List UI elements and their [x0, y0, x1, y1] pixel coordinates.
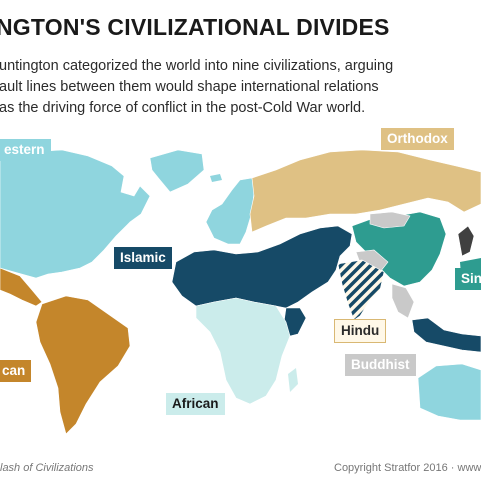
region-japanese [457, 225, 475, 257]
region-hindu [337, 259, 385, 321]
region-african-madagascar [288, 368, 298, 392]
label-orthodox: Orthodox [381, 128, 454, 150]
subtitle-line: untington categorized the world into nin… [0, 58, 394, 74]
page-title: NGTON'S CIVILIZATIONAL DIVIDES [0, 14, 390, 40]
region-african [195, 297, 291, 405]
label-sinic: Sini [455, 268, 481, 290]
region-western-north-america [0, 149, 151, 279]
label-islamic: Islamic [114, 247, 172, 269]
region-buddhist-se-asia [391, 283, 415, 319]
region-buddhist-mongolia [369, 211, 411, 229]
label-latin-american: can [0, 360, 32, 382]
copyright-text: Copyright Stratfor 2016 [334, 462, 448, 474]
label-african: African [166, 393, 225, 415]
subtitle-line: as the driving force of conflict in the … [0, 100, 366, 116]
region-western-greenland [149, 149, 205, 193]
label-buddhist: Buddhist [345, 354, 416, 376]
page-subtitle: untington categorized the world into nin… [0, 56, 429, 119]
footer-separator: · [450, 462, 458, 474]
source-note: lash of Civilizations [0, 462, 94, 474]
site-link[interactable]: www [457, 462, 481, 474]
label-western: estern [0, 139, 51, 161]
region-western-iceland [210, 174, 222, 182]
region-western-europe [205, 177, 255, 245]
region-latin-america-central [0, 267, 43, 307]
region-islamic-indonesia [411, 317, 481, 353]
copyright-note: Copyright Stratfor 2016 · www [334, 462, 481, 474]
region-western-australia [417, 363, 481, 421]
subtitle-line: ault lines between them would shape inte… [0, 79, 379, 95]
region-orthodox [249, 149, 481, 233]
region-islamic [171, 225, 353, 309]
label-hindu: Hindu [334, 319, 387, 343]
region-latin-america-south [35, 295, 131, 435]
